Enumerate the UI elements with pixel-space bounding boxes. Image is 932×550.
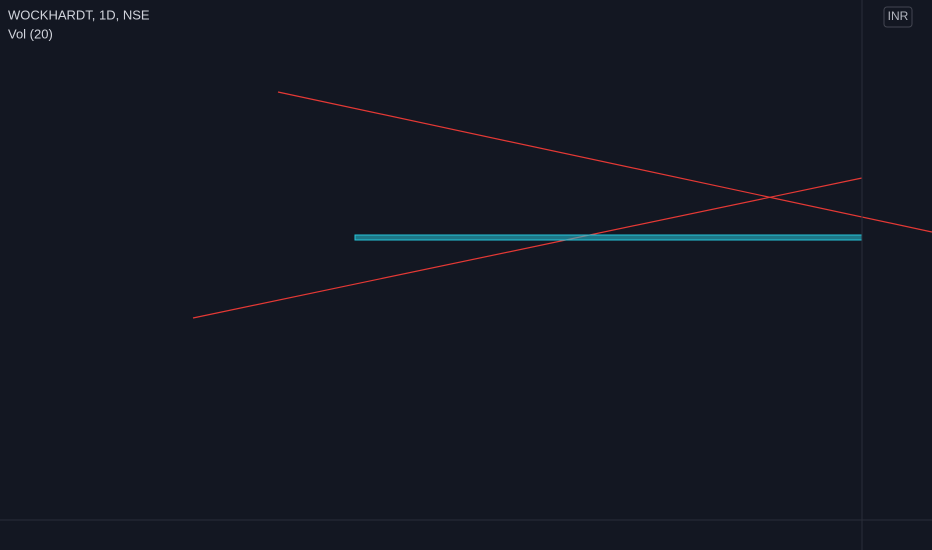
chart-title: WOCKHARDT, 1D, NSE <box>8 7 150 22</box>
support-zone <box>354 234 863 241</box>
trend-line <box>277 91 932 233</box>
indicator-label: Vol (20) <box>8 26 53 41</box>
currency[interactable]: INR <box>888 9 909 23</box>
currency-box[interactable] <box>883 6 913 28</box>
trend-line <box>192 177 863 319</box>
